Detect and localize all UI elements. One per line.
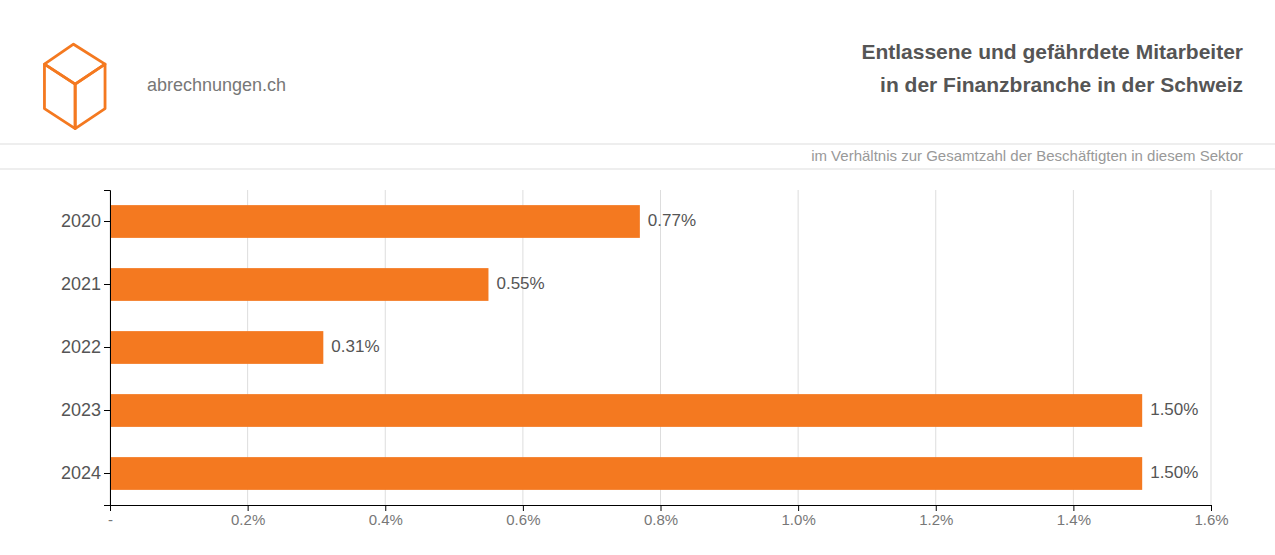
data-label: 1.50% [1150,463,1198,482]
brand: abrechnungen.ch [147,75,286,95]
title: Entlassene und gefährdete Mitarbeiter [861,40,1243,63]
logo-face [75,64,105,128]
y-tick: 2020 [61,211,110,231]
grid-line [1211,190,1212,505]
x-axis: - 0.2% 0.4% 0.6% 0.8% 1.0% 1.2% 1.4% 1.6% [108,505,1229,528]
y-tick: 2023 [61,400,110,420]
x-tick: 0.8% [644,505,678,528]
bar [110,394,1142,427]
x-tick-label: 1.6% [1194,511,1228,528]
x-tick: - [108,505,113,528]
y-tick: 2022 [61,337,110,357]
bar [110,268,488,301]
x-tick: 1.4% [1057,505,1091,528]
y-tick-label: 2022 [61,337,101,357]
y-tick-mark [104,473,110,474]
y-tick-mark [104,284,110,285]
data-label: 0.55% [496,274,544,293]
header: Entlassene und gefährdete Mitarbeiter in … [0,40,1275,169]
x-tick-label: 1.2% [919,511,953,528]
separator [0,143,1275,144]
grid [110,190,1211,505]
y-tick-mark [104,347,110,348]
y-axis-line [104,191,111,506]
data-labels: 0.77% 0.55% 0.31% 1.50% 1.50% [331,211,1198,482]
x-tick: 1.2% [919,505,953,528]
data-label: 0.31% [331,337,379,356]
title: in der Finanzbranche in der Schweiz [880,73,1243,96]
bar [110,457,1142,490]
data-label: 1.50% [1150,400,1198,419]
plot: -0.2%0.4%0.6%0.8%1.0%1.2%1.4%1.6%2020202… [61,190,1229,528]
logo [44,44,105,128]
bars [110,205,1142,490]
subtitle: im Verhältnis zur Gesamtzahl der Beschäf… [811,147,1243,164]
x-tick-label: 0.6% [506,511,540,528]
y-tick-label: 2023 [61,400,101,420]
y-tick-mark [104,410,110,411]
y-tick-mark [104,221,110,222]
bar [110,205,640,238]
x-tick-label: 0.8% [644,511,678,528]
x-tick: 1.0% [782,505,816,528]
x-tick-label: 0.4% [369,511,403,528]
y-tick-label: 2020 [61,211,101,231]
separator [0,168,1275,169]
logo-face [44,44,105,84]
y-tick: 2021 [61,274,110,294]
x-tick: 0.4% [369,505,403,528]
y-tick-label: 2021 [61,274,101,294]
x-tick-label: 1.0% [782,511,816,528]
y-axis: 2020 2021 2022 2023 2024 [61,191,111,506]
x-tick: 0.6% [506,505,540,528]
bar [110,331,323,364]
x-tick-label: 0.2% [231,511,265,528]
x-tick: 0.2% [231,505,265,528]
chart: Entlassene und gefährdete Mitarbeiter in … [0,0,1275,555]
x-tick: 1.6% [1194,505,1228,528]
y-tick-label: 2024 [61,463,101,483]
logo-face [44,64,75,128]
x-tick-label: 1.4% [1057,511,1091,528]
data-label: 0.77% [648,211,696,230]
y-tick: 2024 [61,463,110,483]
x-tick-label: - [108,511,113,528]
